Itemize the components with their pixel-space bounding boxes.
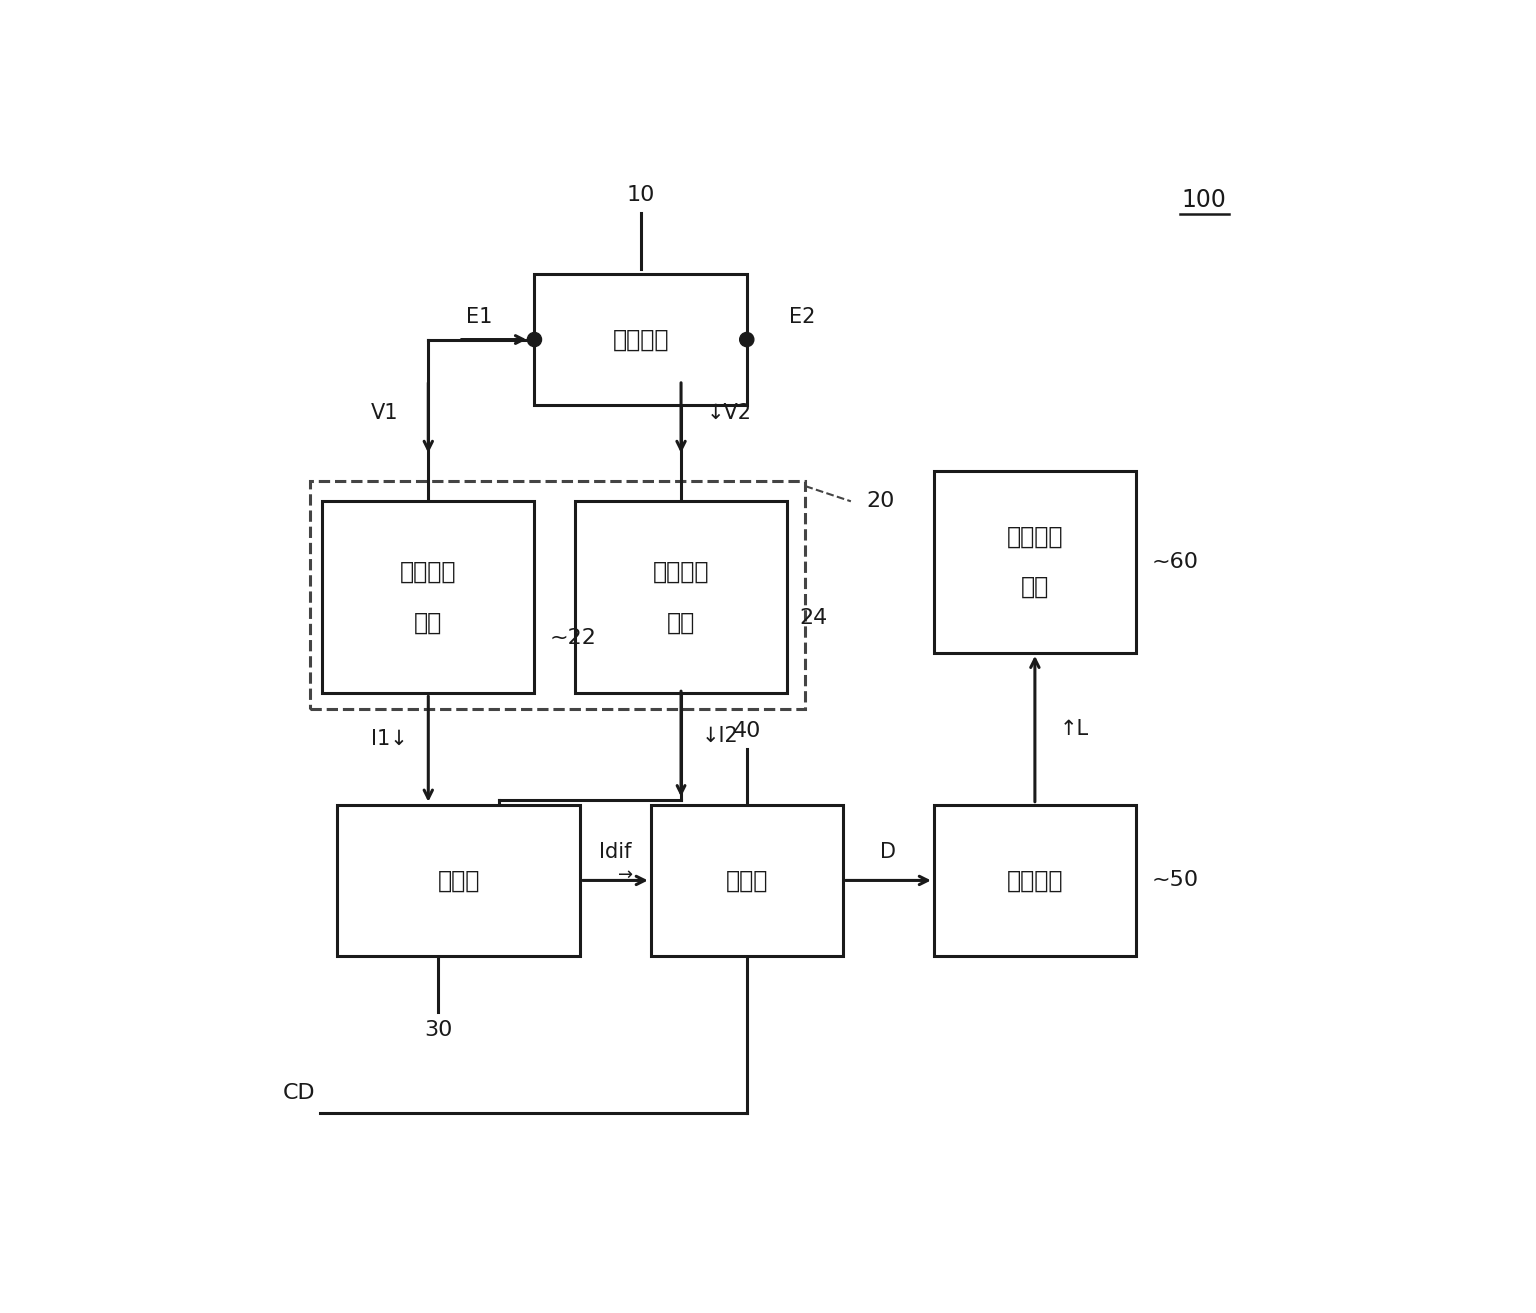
- Text: 比较器: 比较器: [725, 868, 768, 893]
- Bar: [934, 805, 1137, 956]
- Text: 电路: 电路: [415, 611, 442, 634]
- Text: D: D: [880, 842, 897, 863]
- Text: 10: 10: [627, 185, 654, 205]
- Bar: [310, 481, 805, 709]
- Text: 电路: 电路: [667, 611, 696, 634]
- Text: 逻辑电路: 逻辑电路: [1006, 868, 1063, 893]
- Text: I1↓: I1↓: [372, 729, 409, 748]
- Text: 100: 100: [1181, 188, 1226, 211]
- Text: 30: 30: [424, 1020, 453, 1040]
- Text: CD: CD: [283, 1083, 315, 1103]
- Text: 感测电阻: 感测电阻: [613, 327, 668, 352]
- Circle shape: [527, 332, 542, 347]
- Text: ~50: ~50: [1150, 871, 1198, 890]
- Text: 减法器: 减法器: [438, 868, 479, 893]
- Text: E2: E2: [790, 307, 816, 327]
- Text: ↑L: ↑L: [1060, 718, 1089, 739]
- Bar: [934, 471, 1137, 653]
- Text: ↓V2: ↓V2: [707, 403, 751, 423]
- Text: V1: V1: [370, 403, 398, 423]
- Text: 20: 20: [866, 491, 894, 511]
- Text: →: →: [617, 867, 633, 885]
- Text: 单元: 单元: [1021, 575, 1049, 599]
- Text: 24: 24: [799, 608, 828, 628]
- Text: 第二转换: 第二转换: [653, 561, 710, 584]
- Text: I: I: [482, 307, 488, 327]
- Text: Idif: Idif: [599, 842, 631, 863]
- Circle shape: [740, 332, 754, 347]
- Bar: [323, 502, 535, 693]
- Text: 40: 40: [733, 721, 760, 741]
- Bar: [574, 502, 786, 693]
- Bar: [651, 805, 843, 956]
- Text: ~22: ~22: [550, 628, 596, 647]
- Text: 第一转换: 第一转换: [399, 561, 456, 584]
- Text: 电源管理: 电源管理: [1006, 525, 1063, 549]
- Bar: [338, 805, 581, 956]
- Text: ~60: ~60: [1150, 551, 1198, 572]
- Text: ↓I2: ↓I2: [702, 726, 737, 746]
- Text: E1: E1: [465, 307, 492, 327]
- Bar: [535, 274, 746, 406]
